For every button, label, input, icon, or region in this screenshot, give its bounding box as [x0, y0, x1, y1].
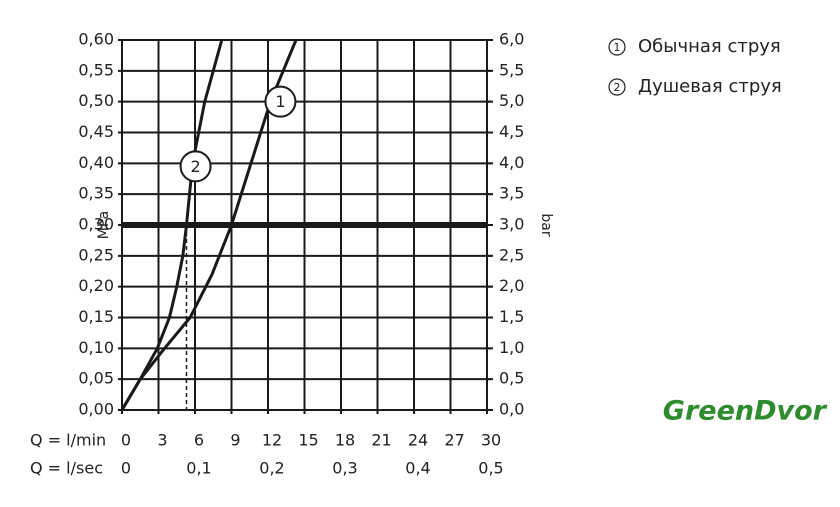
legend-badge-label: 1 — [614, 41, 621, 54]
y-tick-label: 0,20 — [78, 276, 114, 295]
y-axis-label: MPa — [96, 211, 112, 239]
curve-badge-label: 1 — [275, 92, 285, 111]
y2-tick-label: 0,5 — [499, 369, 524, 388]
y2-tick-label: 1,5 — [499, 307, 524, 326]
x2-tick-label: 0,4 — [405, 459, 430, 478]
y-tick-label: 0,15 — [78, 307, 114, 326]
y2-tick-label: 5,0 — [499, 91, 524, 110]
y-tick-label: 0,40 — [78, 153, 114, 172]
x-tick-label: 21 — [371, 431, 391, 450]
x2-tick-label: 0,2 — [259, 459, 284, 478]
curve — [120, 39, 224, 411]
x2-tick-label: 0 — [121, 459, 131, 478]
curve-badge — [264, 85, 297, 118]
y-tick-label: 0,55 — [78, 60, 114, 79]
y-tick-label: 0,35 — [78, 184, 114, 203]
y-tick-label: 0,25 — [78, 245, 114, 264]
curve-badge-label: 2 — [190, 157, 200, 176]
watermark: GreenDvor — [663, 396, 828, 427]
y2-tick-label: 4,0 — [499, 153, 524, 172]
legend-badge — [608, 38, 626, 56]
curve — [120, 39, 298, 411]
x-tick-label: 6 — [194, 431, 204, 450]
x-axis-label: Q = l/min — [30, 431, 106, 450]
x-tick-label: 15 — [298, 431, 318, 450]
x-tick-label: 12 — [262, 431, 282, 450]
x-tick-label: 18 — [335, 431, 355, 450]
y-tick-label: 0,45 — [78, 122, 114, 141]
legend-badge — [608, 78, 626, 96]
y2-tick-label: 4,5 — [499, 122, 524, 141]
y2-axis-label: bar — [538, 213, 554, 236]
x2-tick-label: 0,5 — [478, 459, 503, 478]
y-tick-label: 0,50 — [78, 91, 114, 110]
legend-label: Обычная струя — [638, 36, 781, 57]
y-tick-label: 0,00 — [78, 400, 114, 419]
y-tick-label: 0,10 — [78, 338, 114, 357]
legend-label: Душевая струя — [638, 76, 782, 97]
y2-tick-label: 5,5 — [499, 60, 524, 79]
x2-axis-label: Q = l/sec — [30, 459, 103, 478]
x-tick-label: 9 — [230, 431, 240, 450]
y-tick-label: 0,30 — [78, 215, 114, 234]
y2-tick-label: 3,0 — [499, 215, 524, 234]
x2-tick-label: 0,1 — [186, 459, 211, 478]
y2-tick-label: 2,5 — [499, 245, 524, 264]
y2-tick-label: 3,5 — [499, 184, 524, 203]
y2-tick-label: 2,0 — [499, 276, 524, 295]
y-tick-label: 0,05 — [78, 369, 114, 388]
x-tick-label: 0 — [121, 431, 131, 450]
y2-tick-label: 1,0 — [499, 338, 524, 357]
x-tick-label: 30 — [481, 431, 501, 450]
x-tick-label: 3 — [157, 431, 167, 450]
x-tick-label: 24 — [408, 431, 428, 450]
curve-badge — [179, 150, 212, 183]
y-tick-label: 0,60 — [78, 30, 114, 49]
legend-badge-label: 2 — [614, 81, 621, 94]
x-tick-label: 27 — [444, 431, 464, 450]
y2-tick-label: 0,0 — [499, 400, 524, 419]
x2-tick-label: 0,3 — [332, 459, 357, 478]
y2-tick-label: 6,0 — [499, 30, 524, 49]
